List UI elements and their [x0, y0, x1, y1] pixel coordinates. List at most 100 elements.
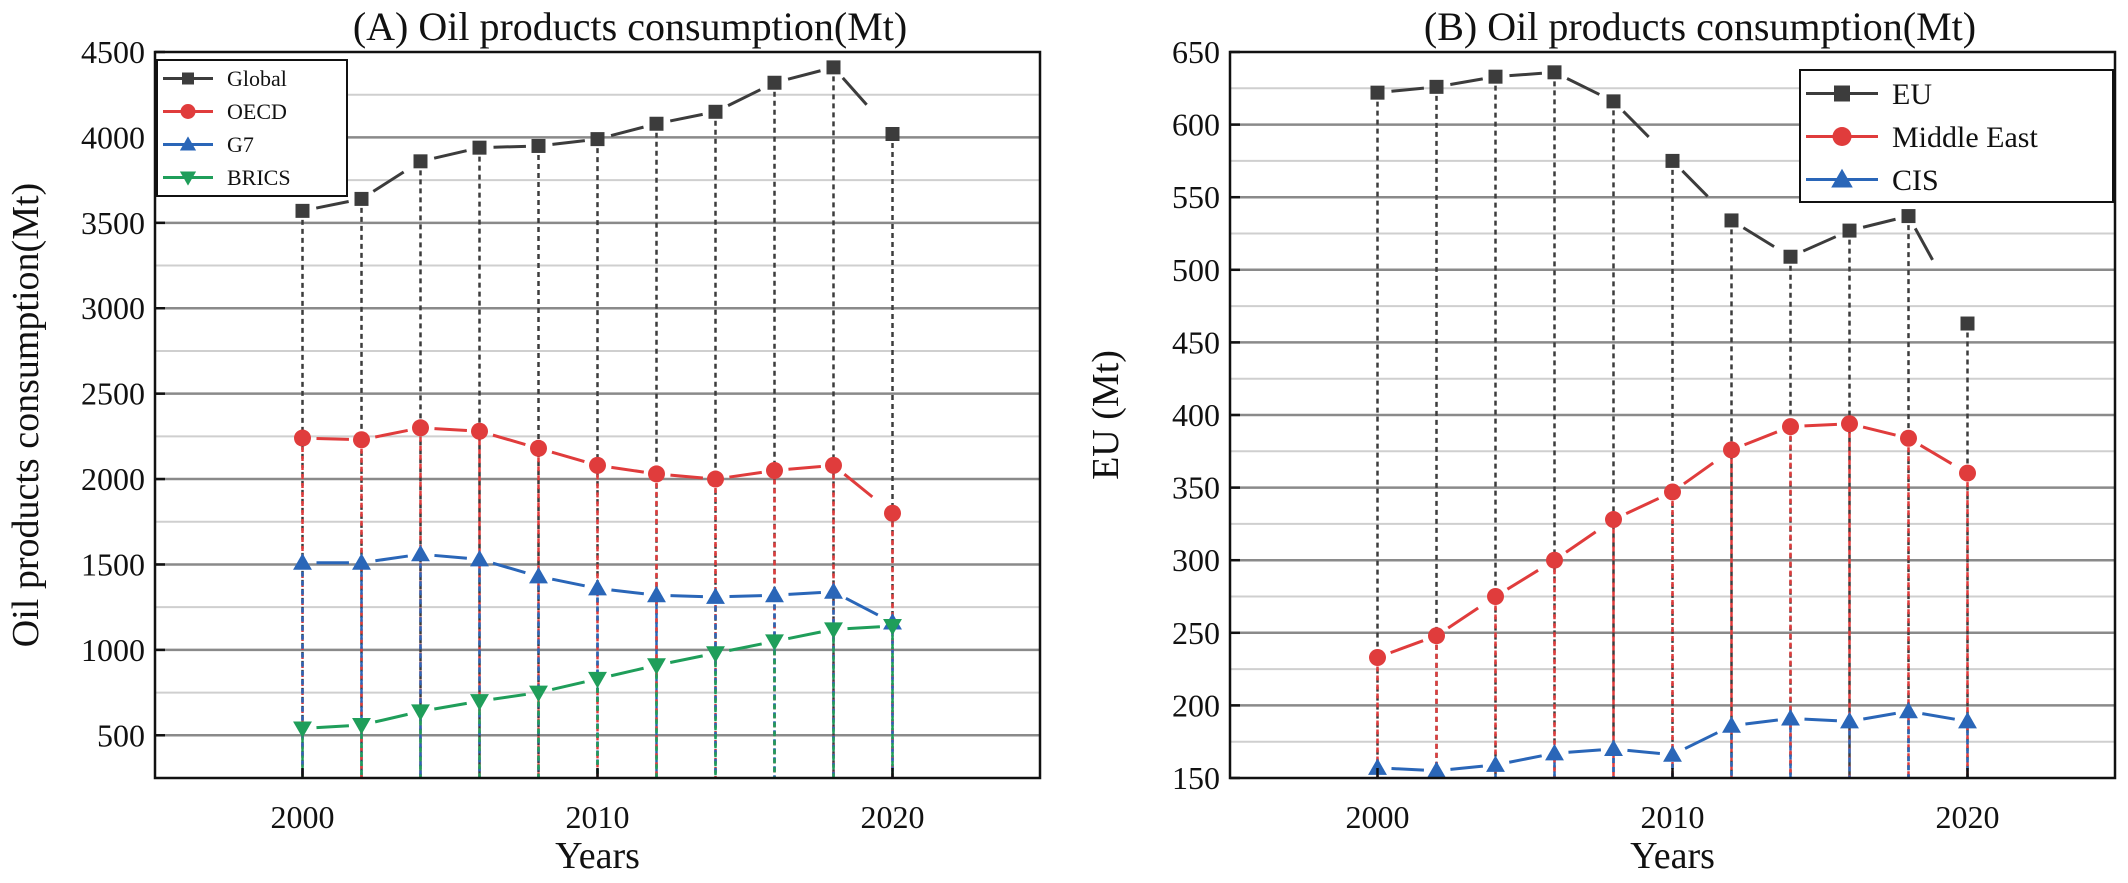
data-point [1842, 223, 1857, 238]
data-point [824, 622, 843, 639]
series-line-segment [788, 464, 822, 471]
data-point [472, 140, 487, 155]
series-group [1368, 65, 1977, 778]
series-line-segment [1390, 639, 1424, 655]
y-tick-label: 300 [1172, 542, 1220, 578]
y-tick-label: 350 [1172, 470, 1220, 506]
data-point [706, 646, 725, 663]
series-line-segment [1450, 77, 1484, 86]
series-line-segment [434, 701, 468, 711]
series-line-segment [1745, 718, 1779, 726]
data-point [1606, 94, 1621, 109]
y-tick-label: 500 [97, 717, 145, 753]
series-line-segment [375, 554, 409, 563]
series-line-segment [374, 428, 408, 439]
data-point [706, 587, 725, 604]
y-axis-label: Oil products consumption(Mt) [5, 183, 47, 647]
y-tick-label: 150 [1172, 760, 1220, 796]
series-line-segment [433, 149, 467, 160]
data-point [1547, 65, 1562, 80]
data-point [824, 582, 843, 599]
y-tick-label: 4000 [81, 119, 145, 155]
data-point [765, 634, 784, 651]
data-point [1429, 79, 1444, 94]
legend-marker [182, 72, 194, 85]
series-line-segment [1862, 425, 1896, 437]
series-line-segment [669, 654, 703, 664]
series-line-segment [1681, 169, 1709, 198]
legend-label: OECD [227, 99, 287, 124]
series-line-segment [1802, 235, 1837, 253]
data-point [1369, 648, 1386, 666]
series-line-segment [841, 76, 868, 106]
series-line-segment [1447, 606, 1479, 630]
series-line-segment [1568, 748, 1602, 754]
data-point [649, 116, 664, 131]
y-tick-label: 250 [1172, 615, 1220, 651]
data-point [1958, 711, 1977, 729]
panel-title: (A) Oil products consumption(Mt) [353, 4, 907, 49]
series-line-segment [843, 473, 874, 499]
series-line-segment [1622, 110, 1650, 138]
series-line-segment [1627, 748, 1661, 756]
data-point [1900, 429, 1917, 447]
series-line-segment [1743, 430, 1778, 447]
y-tick-label: 3000 [81, 290, 145, 326]
legend-item-global: Global [163, 66, 287, 91]
data-point [588, 578, 607, 596]
legend-label: G7 [227, 132, 254, 157]
series-line-segment [1804, 717, 1838, 723]
panel-title: (B) Oil products consumption(Mt) [1424, 4, 1976, 49]
data-point [1486, 755, 1505, 772]
data-point [411, 704, 430, 721]
series-line-segment [728, 642, 762, 652]
series-line-segment [493, 692, 527, 701]
y-tick-label: 4500 [81, 34, 145, 70]
data-point [1663, 745, 1682, 762]
series-group [293, 60, 902, 778]
data-point [1960, 316, 1975, 331]
series-line-segment [727, 88, 762, 107]
x-tick-label: 2010 [1641, 799, 1705, 835]
series-line-segment [787, 69, 821, 81]
data-point [1545, 743, 1564, 761]
series-line-segment [492, 561, 526, 575]
data-point [1901, 209, 1916, 224]
data-point [529, 685, 548, 703]
data-point [883, 618, 902, 636]
data-point [826, 60, 841, 75]
y-tick-label: 600 [1172, 107, 1220, 143]
series-line-segment [1862, 217, 1896, 229]
legend-item-cis: CIS [1806, 164, 1939, 197]
legend-item-brics: BRICS [163, 165, 291, 190]
chart-panel-b: 150 200 250 300 350 400 450 500 550 600 650 2000 201… [1085, 4, 2117, 877]
series-line-segment [493, 144, 526, 149]
legend-label: BRICS [227, 165, 291, 190]
data-point [766, 462, 783, 480]
y-tick-label: 500 [1172, 252, 1220, 288]
legend-marker [1831, 168, 1853, 188]
data-point [470, 694, 489, 711]
data-point [470, 549, 489, 567]
series-line-segment [315, 200, 349, 210]
data-point [647, 585, 666, 603]
x-tick-label: 2020 [861, 799, 925, 835]
series-line-segment [729, 470, 763, 479]
data-point [530, 439, 547, 457]
y-tick-label: 3500 [81, 205, 145, 241]
data-point [412, 419, 429, 437]
data-point [294, 429, 311, 447]
data-point [1959, 464, 1976, 482]
data-point [884, 504, 901, 522]
series-line-segment [611, 465, 645, 474]
series-line-segment [1684, 731, 1719, 750]
series-line-segment [1391, 86, 1425, 93]
y-tick-label: 650 [1172, 34, 1220, 70]
data-point [647, 658, 666, 675]
series-line-segment [552, 139, 586, 146]
data-point [1427, 761, 1446, 778]
y-tick-label: 1500 [81, 546, 145, 582]
series-line-segment [316, 436, 349, 441]
y-tick-label: 1000 [81, 632, 145, 668]
data-point [354, 191, 369, 206]
